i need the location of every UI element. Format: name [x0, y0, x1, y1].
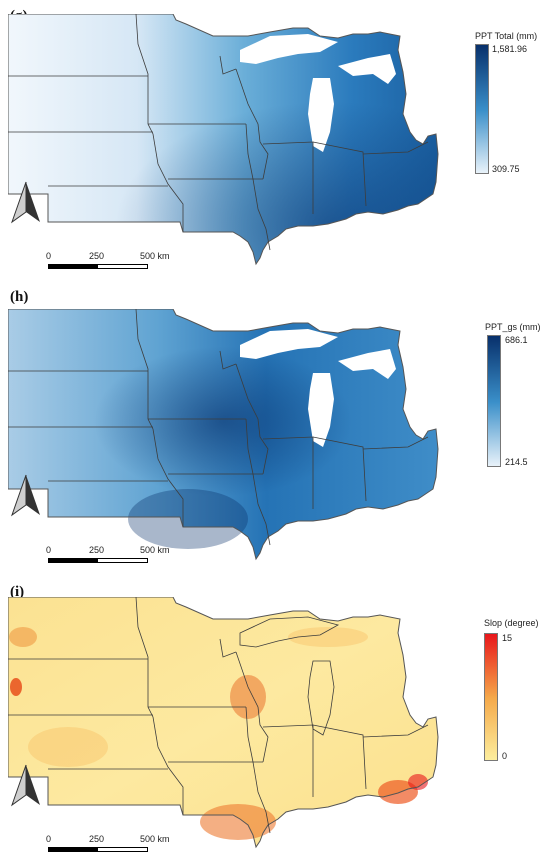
north-arrow-icon	[11, 764, 40, 807]
scale-label-mid: 250	[89, 545, 105, 555]
legend-colorbar	[487, 335, 501, 467]
legend-min-value: 309.75	[492, 164, 520, 174]
slope-map	[8, 597, 439, 848]
scale-bar	[48, 558, 148, 563]
panel-i: (i) 0	[0, 580, 550, 860]
legend-title: Slop (degree)	[484, 618, 539, 628]
legend-max-value: 1,581.96	[492, 44, 528, 54]
scale-bar	[48, 264, 148, 269]
scale-label-end: 500 km	[140, 545, 170, 555]
legend-colorbar	[484, 633, 498, 761]
panel-label: (i)	[10, 584, 25, 600]
scale-label-mid: 250	[89, 251, 105, 261]
precipitation-growing-season-map	[8, 309, 439, 560]
legend-min-value: 214.5	[505, 457, 528, 467]
precipitation-total-map	[8, 14, 439, 265]
legend-colorbar	[475, 44, 489, 174]
scale-label-zero: 0	[46, 251, 52, 261]
panel-label: (h)	[10, 289, 29, 305]
legend-min-value: 0	[502, 751, 508, 761]
panel-g: (g) 0 250 500 km	[0, 0, 550, 278]
legend-max-value: 686.1	[505, 335, 528, 345]
legend-title: PPT_gs (mm)	[485, 322, 541, 332]
scale-bar	[48, 847, 148, 852]
scale-label-zero: 0	[46, 545, 52, 555]
north-arrow-icon	[11, 181, 40, 224]
legend-title: PPT Total (mm)	[475, 31, 538, 41]
north-arrow-icon	[11, 474, 40, 517]
scale-label-zero: 0	[46, 834, 52, 844]
legend-max-value: 15	[502, 633, 513, 643]
panel-h: (h) 0 250 500 km PP	[0, 285, 550, 570]
scale-label-end: 500 km	[140, 251, 170, 261]
scale-label-mid: 250	[89, 834, 105, 844]
scale-label-end: 500 km	[140, 834, 170, 844]
